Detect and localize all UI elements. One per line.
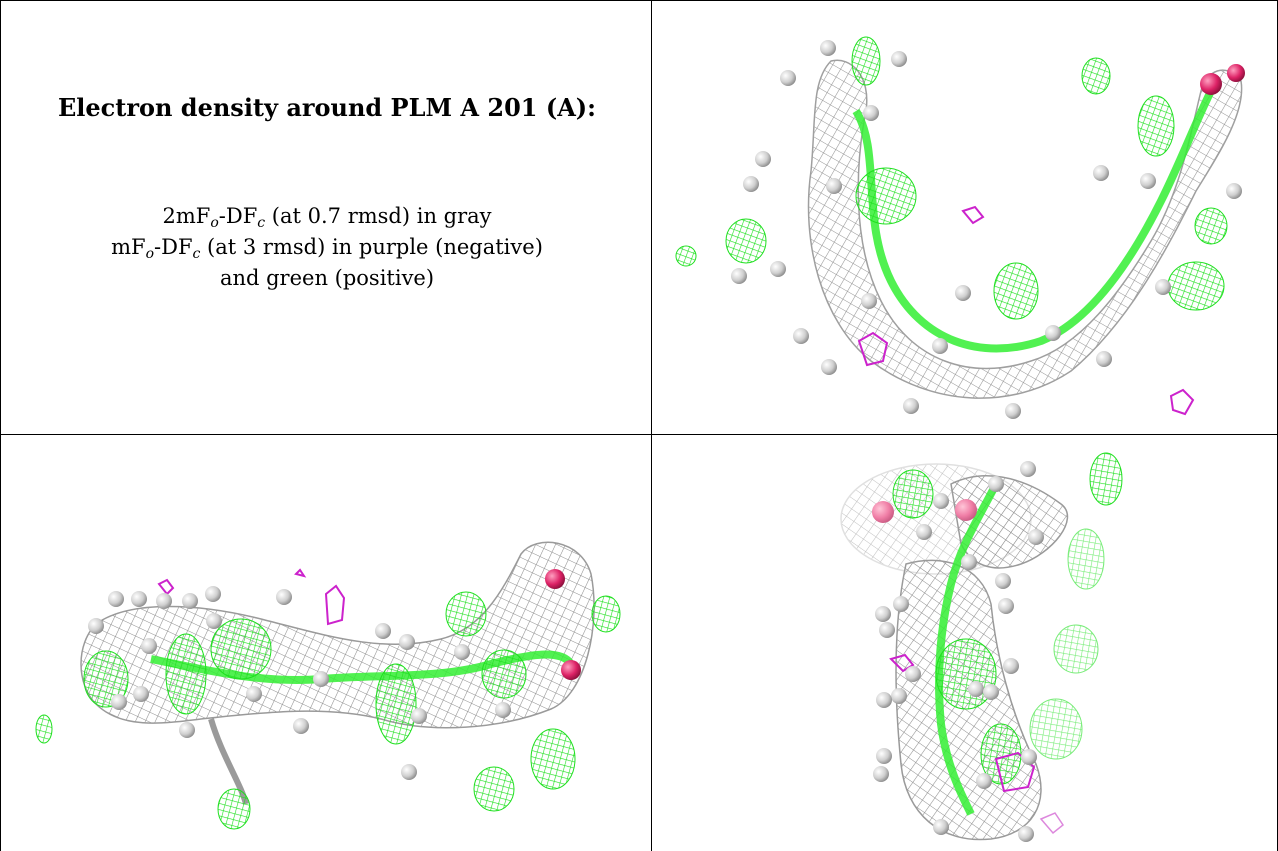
water-spheres [873, 461, 1044, 842]
legend-line-colors: and green (positive) [219, 266, 435, 290]
map-legend: 2mFo-DFc (at 0.7 rmsd) in gray mFo-DFc (… [1, 201, 651, 294]
view-bottom-right [651, 434, 1278, 851]
green-positive-density [35, 591, 621, 830]
purple-negative-density [889, 653, 1065, 835]
oxygen-atoms [545, 569, 581, 680]
density-render-1 [675, 36, 1245, 419]
density-render-2 [35, 541, 621, 830]
purple-negative-density [857, 205, 1195, 416]
view-top-right [651, 0, 1278, 435]
purple-negative-density [157, 568, 346, 626]
oxygen-atoms [1200, 64, 1245, 95]
legend-line-fo-fc: mFo-DFc (at 3 rmsd) in purple (negative) [111, 235, 543, 262]
gray-mesh [807, 59, 1243, 399]
caption-cell: Electron density around PLM A 201 (A): 2… [0, 0, 652, 435]
green-positive-density [675, 36, 1228, 353]
figure-heading: Electron density around PLM A 201 (A): [57, 93, 597, 122]
water-spheres [88, 586, 511, 780]
oxygen-atoms [872, 499, 977, 523]
view-bottom-left [0, 434, 652, 851]
density-render-3 [840, 452, 1123, 842]
water-spheres [731, 40, 1242, 419]
legend-line-2fo-fc: 2mFo-DFc (at 0.7 rmsd) in gray [162, 204, 492, 231]
